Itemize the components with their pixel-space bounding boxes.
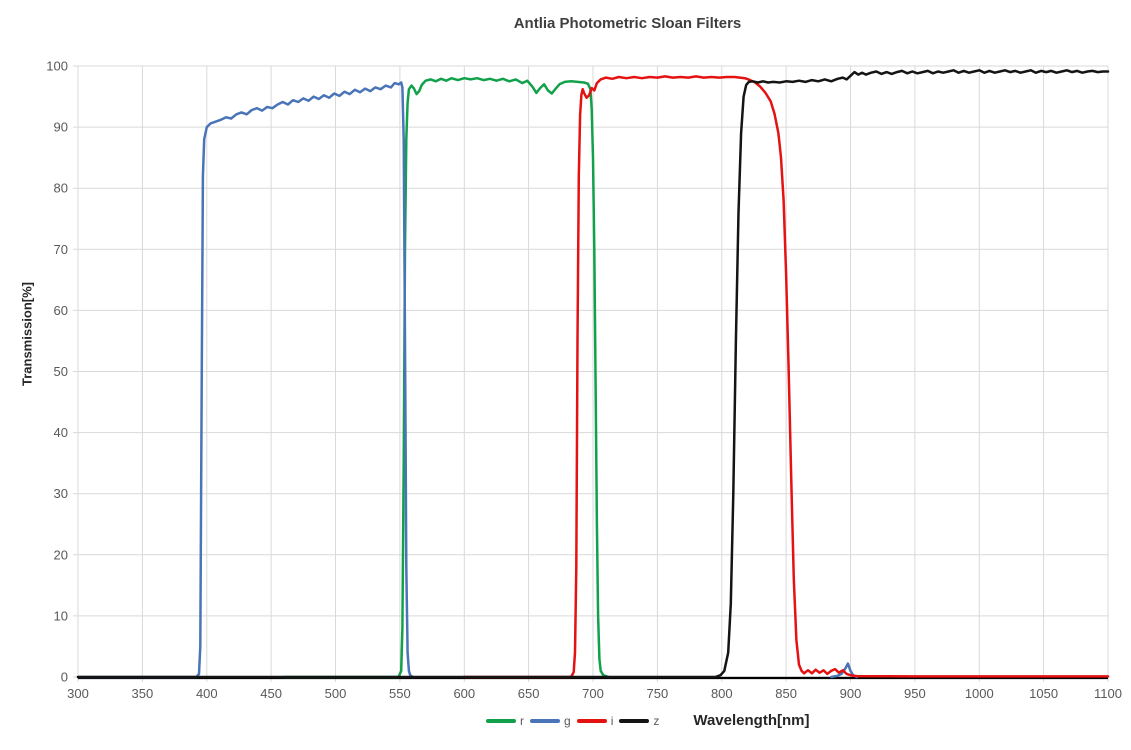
y-tick-label: 70 — [54, 242, 68, 257]
series-r-line — [282, 76, 610, 679]
y-tick-label: 60 — [54, 303, 68, 318]
x-tick-label: 1000 — [965, 686, 994, 701]
y-tick-label: 10 — [54, 608, 68, 623]
x-tick-label: 800 — [711, 686, 733, 701]
legend-item-z: z — [619, 714, 659, 728]
y-tick-label: 50 — [54, 364, 68, 379]
x-tick-label: 950 — [904, 686, 926, 701]
y-tick-label: 0 — [61, 670, 68, 685]
x-tick-label: 550 — [389, 686, 411, 701]
x-tick-label: 900 — [840, 686, 862, 701]
x-tick-label: 700 — [582, 686, 604, 701]
series-z-line — [76, 69, 1110, 679]
y-tick-label: 100 — [46, 59, 68, 74]
x-axis-label: Wavelength[nm] — [693, 712, 810, 729]
y-tick-label: 40 — [54, 425, 68, 440]
y-tick-label: 30 — [54, 486, 68, 501]
x-tick-label: 1050 — [1029, 686, 1058, 701]
legend-swatch-r-icon — [486, 718, 516, 723]
legend-swatch-g-icon — [530, 718, 560, 723]
x-tick-label: 350 — [132, 686, 154, 701]
y-axis-label: Transmission[%] — [19, 281, 35, 387]
x-tick-label: 650 — [518, 686, 540, 701]
legend-label-g: g — [564, 713, 571, 728]
x-tick-label: 750 — [647, 686, 669, 701]
x-tick-label: 1100 — [1094, 686, 1122, 701]
legend-item-i: i — [576, 713, 614, 728]
legend-item-r: r — [486, 714, 524, 728]
legend-label-i: i — [610, 713, 614, 728]
x-tick-label: 400 — [196, 686, 218, 701]
chart-title: Antlia Photometric Sloan Filters — [513, 15, 742, 32]
y-tick-label: 80 — [54, 181, 68, 196]
y-tick-label: 90 — [54, 120, 68, 135]
x-tick-label: 850 — [775, 686, 797, 701]
series-i-line — [463, 75, 1110, 679]
y-tick-label: 20 — [54, 547, 68, 562]
legend-label-r: r — [520, 713, 524, 728]
legend-swatch-z-icon — [619, 718, 650, 723]
x-tick-label: 450 — [260, 686, 282, 701]
x-tick-label: 600 — [453, 686, 475, 701]
x-tick-label: 500 — [325, 686, 347, 701]
legend: r g i z Wavelength[nm] — [486, 712, 809, 729]
legend-swatch-i-icon — [576, 718, 607, 723]
x-tick-label: 300 — [67, 686, 89, 701]
legend-label-z: z — [653, 713, 660, 728]
legend-item-g: g — [530, 714, 571, 728]
